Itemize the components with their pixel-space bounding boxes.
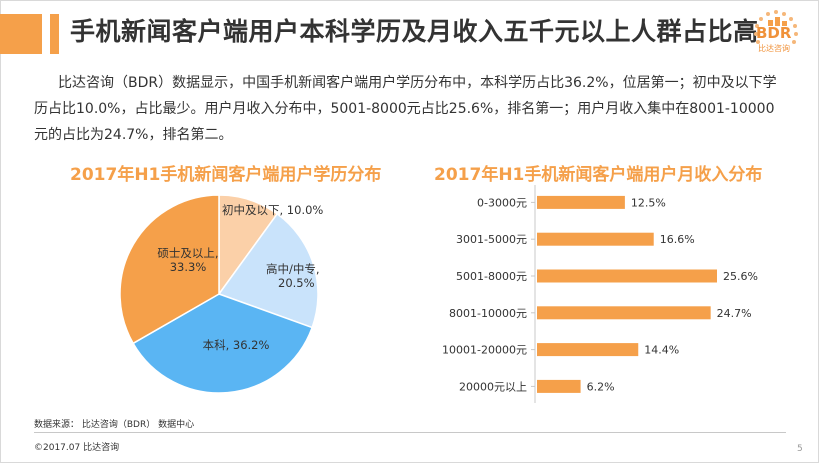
bar-value-label-5: 6.2% (587, 380, 615, 393)
bar-value-label-2: 25.6% (723, 270, 758, 283)
logo-text: BDR (756, 24, 792, 42)
footer-divider (34, 432, 786, 433)
bar-value-label-4: 14.4% (644, 344, 679, 357)
bar-category-label-2: 5001-8000元 (456, 270, 527, 283)
pie-label-0: 初中及以下, 10.0% (222, 203, 323, 217)
pie-slice-1 (217, 212, 319, 329)
title-accent-bar (0, 14, 42, 54)
summary-paragraph: 比达咨询（BDR）数据显示，中国手机新闻客户端用户学历分布中，本科学历占比36.… (34, 75, 777, 143)
bar-1 (537, 232, 654, 246)
bar-5 (537, 379, 581, 393)
pie-slice-2 (132, 293, 314, 394)
bar-category-label-4: 10001-20000元 (442, 344, 527, 357)
bar-2 (537, 269, 717, 283)
logo-icon (754, 10, 798, 44)
pie-label-1-line2: 20.5% (278, 276, 315, 290)
bdr-logo: BDR 比达咨询 (748, 8, 804, 60)
bar-chart-title: 2017年H1手机新闻客户端用户月收入分布 (434, 165, 763, 185)
bar-category-label-0: 0-3000元 (477, 196, 527, 209)
pie-slice-3 (119, 194, 220, 345)
bar-0 (537, 195, 625, 209)
bar-category-label-1: 3001-5000元 (456, 233, 527, 246)
bar-value-label-1: 16.6% (660, 233, 695, 246)
title-accent-tick (50, 14, 59, 54)
pie-chart-title: 2017年H1手机新闻客户端用户学历分布 (70, 165, 382, 185)
data-source: 数据来源： 比达咨询（BDR） 数据中心 (34, 420, 195, 430)
bar-category-label-5: 20000元以上 (459, 380, 527, 393)
bar-value-label-3: 24.7% (717, 307, 752, 320)
copyright: ©2017.07 比达咨询 (34, 443, 120, 453)
page-title: 手机新闻客户端用户本科学历及月收入五千元以上人群占比高 (70, 17, 759, 46)
bar-category-label-3: 8001-10000元 (449, 307, 527, 320)
logo-subtext: 比达咨询 (758, 44, 790, 53)
pie-label-3-line2: 33.3% (170, 260, 207, 274)
pie-label-3-line1: 硕士及以上, (157, 246, 218, 260)
pie-label-1-line1: 高中/中专, (266, 262, 320, 276)
bar-value-label-0: 12.5% (631, 196, 666, 209)
bar-4 (537, 343, 639, 357)
bar-3 (537, 306, 711, 320)
page-number: 5 (797, 444, 803, 454)
pie-label-2: 本科, 36.2% (203, 338, 270, 352)
